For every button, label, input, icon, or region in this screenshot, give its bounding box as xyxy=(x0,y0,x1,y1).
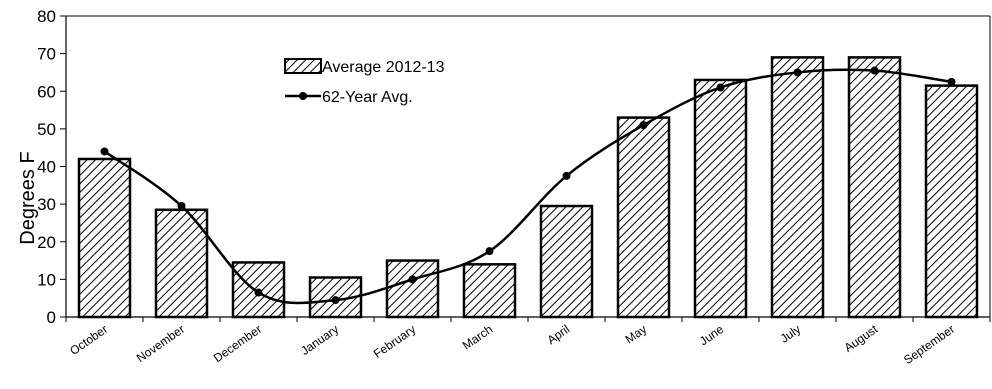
bar-july xyxy=(770,56,825,319)
axes xyxy=(65,15,991,322)
point-august xyxy=(870,66,879,75)
x-tick-label-december: December xyxy=(211,322,264,365)
bar-april xyxy=(539,204,594,319)
point-april xyxy=(562,171,571,180)
bar-august xyxy=(847,56,902,319)
bar-june xyxy=(693,78,748,319)
x-tick-label-january: January xyxy=(298,322,341,358)
point-july xyxy=(793,68,802,77)
x-tick-label-july: July xyxy=(778,322,804,346)
point-march xyxy=(485,247,494,256)
point-january xyxy=(331,296,340,305)
x-tick-label-september: September xyxy=(901,322,957,367)
y-tick-label: 0 xyxy=(47,308,56,327)
point-february xyxy=(408,275,417,284)
point-october xyxy=(100,147,109,156)
y-axis-title: Degrees F xyxy=(17,151,39,244)
y-tick-label: 40 xyxy=(37,158,56,177)
y-tick-label: 70 xyxy=(37,45,56,64)
bar-series xyxy=(77,56,979,319)
x-tick-label-june: June xyxy=(697,322,727,349)
bar-march xyxy=(462,263,517,319)
x-tick-label-november: November xyxy=(134,322,187,365)
x-tick-label-march: March xyxy=(460,322,495,353)
legend-line-marker xyxy=(299,92,307,100)
point-may xyxy=(639,121,648,130)
y-tick-label: 20 xyxy=(37,233,56,252)
legend-line-label: 62-Year Avg. xyxy=(322,89,413,106)
legend-bar-label: Average 2012-13 xyxy=(322,59,445,76)
point-june xyxy=(716,83,725,92)
x-tick-label-may: May xyxy=(623,322,650,346)
x-tick-label-april: April xyxy=(545,322,573,347)
bar-october xyxy=(77,157,132,319)
legend: Average 2012-13 62-Year Avg. xyxy=(284,58,445,106)
y-axis-ticks: 0 10 20 30 40 50 60 70 80 xyxy=(37,7,66,327)
point-november xyxy=(177,202,186,211)
x-tick-label-october: October xyxy=(67,322,110,358)
y-tick-label: 30 xyxy=(37,195,56,214)
bar-february xyxy=(385,259,440,319)
x-tick-label-august: August xyxy=(842,322,881,355)
x-tick-label-february: February xyxy=(371,322,418,361)
point-december xyxy=(254,288,263,297)
legend-bar-swatch xyxy=(284,58,322,74)
y-tick-label: 10 xyxy=(37,270,56,289)
y-tick-label: 50 xyxy=(37,120,56,139)
point-september xyxy=(947,77,956,86)
line-62-year-avg xyxy=(103,68,952,305)
line-series xyxy=(100,66,956,305)
bar-may xyxy=(616,116,671,319)
bar-september xyxy=(924,84,979,319)
x-axis-labels: October November December January February Ma… xyxy=(67,322,957,368)
y-tick-label: 60 xyxy=(37,82,56,101)
y-tick-label: 80 xyxy=(37,7,56,26)
